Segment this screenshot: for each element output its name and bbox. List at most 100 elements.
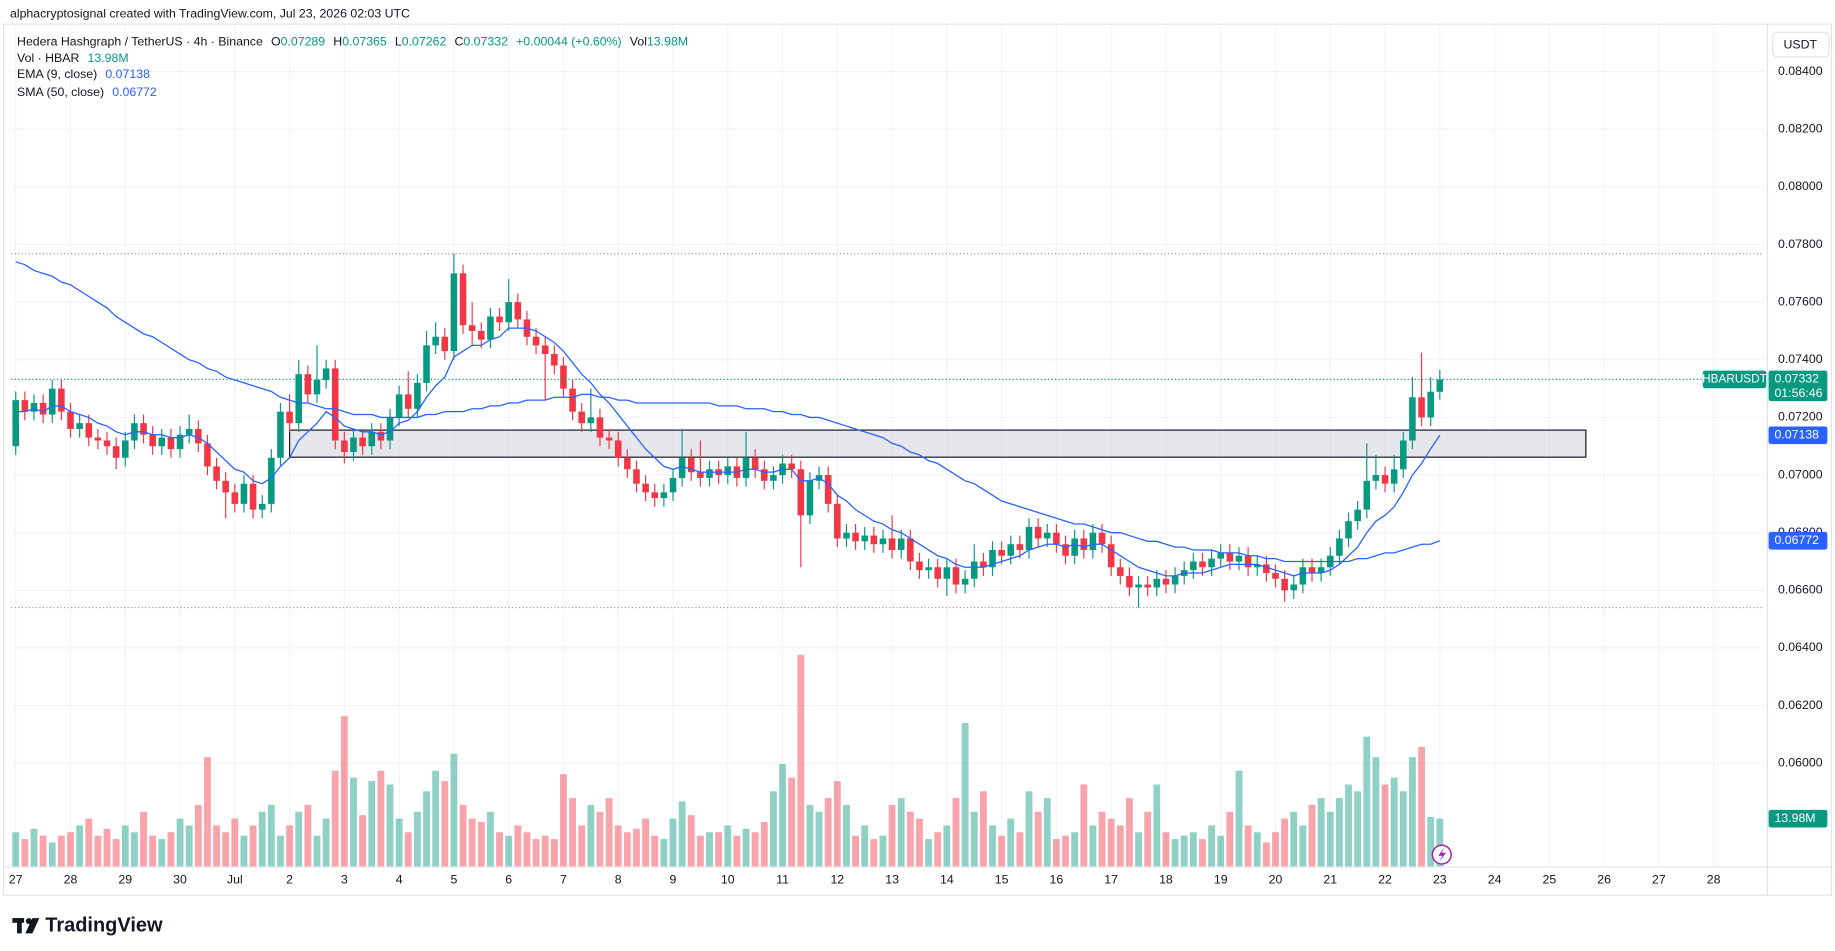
indicator-price-box <box>1768 531 1828 550</box>
x-tick-label: 6 <box>505 873 512 887</box>
volume-bar <box>879 835 887 867</box>
volume-bar <box>1372 757 1380 867</box>
candle-body <box>651 492 659 499</box>
volume-bar <box>1126 798 1133 867</box>
candle-body <box>313 379 321 395</box>
x-tick-label: 28 <box>64 873 78 887</box>
candle-body <box>1299 567 1307 585</box>
candle-body <box>1290 584 1298 591</box>
y-tick-label: 0.06600 <box>1778 583 1823 597</box>
candle-body <box>1354 509 1361 522</box>
volume-bar <box>304 804 312 867</box>
candle-body <box>341 440 348 452</box>
candle-body <box>304 374 312 395</box>
volume-bar <box>1290 811 1298 867</box>
symbol-title: Hedera Hashgraph / TetherUS · 4h · Binan… <box>17 35 263 49</box>
legend-name: EMA (9, close) <box>17 67 97 81</box>
volume-bar <box>112 839 120 867</box>
candle-body <box>231 492 239 504</box>
candle-body <box>806 480 814 516</box>
logo-shape <box>17 918 22 934</box>
volume-bar <box>1116 825 1124 867</box>
x-tick-label: 16 <box>1050 873 1064 887</box>
candle-body <box>39 403 47 415</box>
candle-body <box>404 394 412 409</box>
candle-body <box>450 273 458 352</box>
volume-bar <box>596 811 604 867</box>
volume-bar <box>213 825 220 867</box>
ohlc-key: O <box>271 35 281 49</box>
candle-body <box>879 538 887 545</box>
candle-body <box>30 403 38 412</box>
volume-bar <box>623 832 631 867</box>
candle-body <box>532 336 540 346</box>
volume-bar <box>614 825 622 867</box>
candle-body <box>624 457 631 470</box>
volume-bar <box>906 811 914 867</box>
volume-bar <box>1199 839 1206 867</box>
candle-body <box>121 440 129 458</box>
candle-body <box>861 535 868 542</box>
candle-body <box>1226 552 1234 562</box>
volume-bar <box>733 835 741 867</box>
candle-body <box>1253 564 1261 568</box>
volume-bar <box>696 835 704 867</box>
volume-bar <box>1436 818 1444 867</box>
candle-body <box>487 316 494 340</box>
candle-body <box>1390 469 1398 484</box>
candle-body <box>1317 567 1325 574</box>
legend-ema: EMA (9, close) 0.07138 <box>17 67 150 81</box>
symbol-label-box <box>1702 370 1767 389</box>
y-tick-label: 0.06200 <box>1778 698 1823 712</box>
candle-body <box>149 434 156 447</box>
volume-bar <box>1217 835 1225 867</box>
candle-body <box>989 549 996 568</box>
candle-body <box>1199 561 1206 568</box>
volume-bar <box>295 811 303 867</box>
candle-body <box>496 316 503 323</box>
volume-bar <box>1281 818 1289 867</box>
candle-body <box>1400 440 1407 470</box>
volume-bar <box>1399 791 1407 867</box>
volume-bar <box>1025 791 1033 867</box>
candle-body <box>1043 532 1051 539</box>
candle-body <box>560 365 567 389</box>
currency-button[interactable] <box>1772 31 1830 58</box>
candle-body <box>1436 379 1444 392</box>
candle-body <box>1409 397 1416 441</box>
candle-body <box>870 535 878 545</box>
candle-body <box>322 368 330 380</box>
volume-bar <box>496 832 503 867</box>
volume-bar <box>870 839 878 867</box>
candle-body <box>614 440 622 458</box>
ohlc-value: 0.07262 <box>402 35 447 49</box>
y-tick-label: 0.07800 <box>1778 237 1823 251</box>
candle-body <box>925 567 932 571</box>
volume-bar <box>194 804 202 867</box>
volume-bar <box>1080 784 1088 867</box>
x-tick-label: 12 <box>830 873 844 887</box>
volume-bar <box>240 835 248 867</box>
volume-bar <box>788 777 796 867</box>
candle-body <box>797 469 805 516</box>
candle-body <box>58 388 65 412</box>
volume-bar <box>322 818 330 867</box>
x-tick-label: 2 <box>286 873 293 887</box>
candle-body <box>605 437 613 441</box>
volume-bar <box>1062 835 1069 867</box>
legend-name: SMA (50, close) <box>17 85 104 99</box>
candle-body <box>678 457 686 478</box>
candle-body <box>21 400 29 412</box>
legend-volume: Vol · HBAR 13.98M <box>17 51 129 65</box>
legend-value: 0.06772 <box>112 85 157 99</box>
volume-bar <box>651 835 659 867</box>
volume-bar <box>468 818 476 867</box>
candle-body <box>1071 538 1078 556</box>
volume-bar <box>121 825 129 867</box>
candle-body <box>195 428 202 444</box>
currency-label[interactable]: USDT <box>1784 38 1818 52</box>
x-tick-label: 3 <box>341 873 348 887</box>
brand-logo <box>12 918 40 934</box>
candle-body <box>505 302 512 323</box>
candle-body <box>240 483 248 504</box>
